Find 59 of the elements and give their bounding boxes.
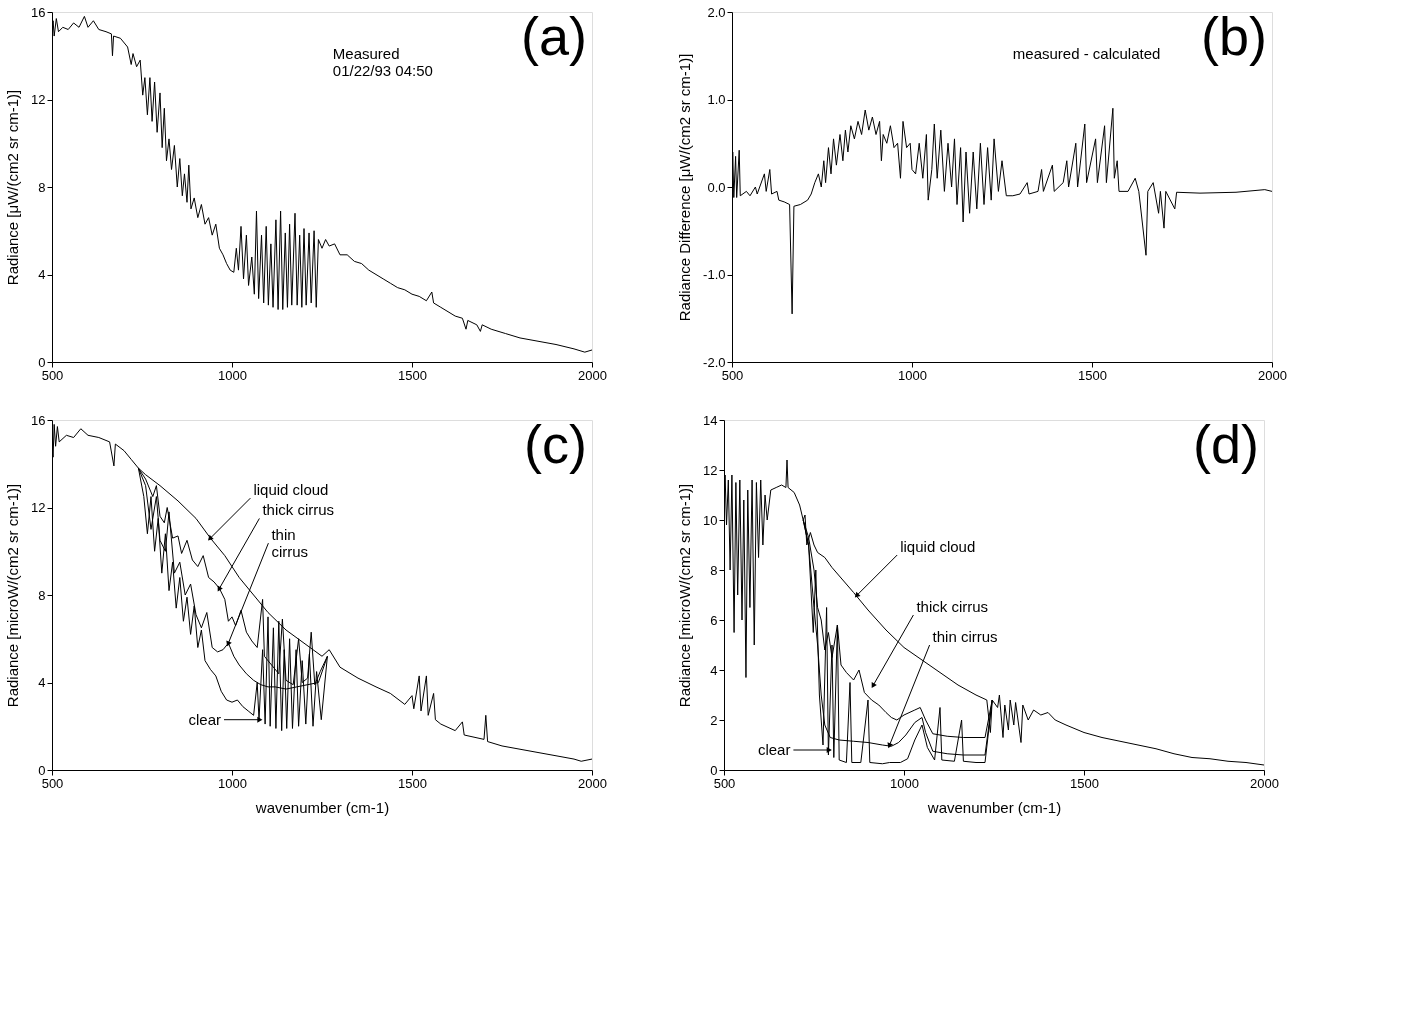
annotation: liquid cloud (900, 538, 976, 555)
x-axis-title: wavenumber (cm-1) (254, 798, 390, 816)
y-axis-title: Radiance [μW/(cm2 sr cm-1)] (4, 89, 22, 286)
x-tick-label: 1000 (218, 775, 247, 791)
y-axis-title: Radiance [microW/(cm2 sr cm-1)] (4, 483, 22, 708)
y-tick-label: 2.0 (707, 4, 726, 20)
y-tick-label: 12 (31, 92, 46, 107)
chart-title: (c) (524, 414, 587, 474)
y-tick-label: 4 (710, 662, 718, 678)
y-tick-label: 0 (710, 762, 718, 778)
y-tick-label: 0.0 (707, 179, 726, 195)
y-tick-label: 0 (38, 762, 46, 778)
annotation: thick cirrus (262, 501, 335, 519)
y-axis-title: Radiance [microW/(cm2 sr cm-1)] (676, 483, 694, 708)
x-tick-label: 1000 (890, 775, 919, 791)
chart-title: (b) (1201, 6, 1267, 66)
y-tick-label: 4 (38, 267, 46, 282)
x-tick-label: 1500 (1078, 367, 1107, 383)
annotation: thick cirrus (916, 598, 989, 615)
y-tick-label: 6 (710, 612, 718, 628)
y-tick-label: 1.0 (707, 92, 726, 107)
y-tick-label: 14 (703, 412, 718, 428)
x-tick-label: 2000 (578, 775, 607, 791)
annotation: Measured 01/22/93 04:50 (332, 45, 433, 79)
y-tick-label: 8 (710, 562, 718, 578)
x-tick-label: 2000 (1250, 775, 1279, 791)
x-tick-label: 1500 (398, 367, 427, 383)
y-tick-label: -2.0 (703, 354, 726, 370)
y-tick-label: 4 (38, 675, 46, 690)
annotation: thin cirrus (932, 628, 998, 645)
y-tick-label: -1.0 (703, 267, 726, 282)
x-tick-label: 500 (41, 775, 64, 791)
y-tick-label: 16 (31, 412, 46, 428)
y-tick-label: 8 (38, 587, 46, 603)
annotation: measured - calculated (1012, 45, 1161, 62)
y-tick-label: 10 (703, 512, 718, 528)
x-tick-label: 2000 (578, 367, 607, 383)
annotation: clear (757, 741, 791, 758)
x-tick-label: 1000 (898, 367, 927, 383)
annotation: thin cirrus (271, 526, 309, 561)
y-axis-title: Radiance Difference [μW/(cm2 sr cm-1)] (676, 53, 694, 322)
y-tick-label: 16 (31, 4, 46, 20)
y-tick-label: 2 (710, 712, 718, 728)
chart-title: (a) (521, 6, 587, 66)
x-axis-title: wavenumber (cm-1) (926, 798, 1062, 816)
y-tick-label: 12 (31, 500, 46, 515)
x-tick-label: 500 (721, 367, 744, 383)
annotation: clear (188, 710, 221, 728)
annotation: liquid cloud (253, 481, 329, 499)
x-tick-label: 500 (41, 367, 64, 383)
x-tick-label: 2000 (1258, 367, 1287, 383)
y-tick-label: 8 (38, 179, 46, 195)
y-tick-label: 12 (703, 462, 718, 478)
x-tick-label: 1000 (218, 367, 247, 383)
y-tick-label: 0 (38, 354, 46, 370)
x-tick-label: 1500 (1070, 775, 1099, 791)
x-tick-label: 1500 (398, 775, 427, 791)
x-tick-label: 500 (713, 775, 736, 791)
chart-title: (d) (1193, 414, 1259, 474)
